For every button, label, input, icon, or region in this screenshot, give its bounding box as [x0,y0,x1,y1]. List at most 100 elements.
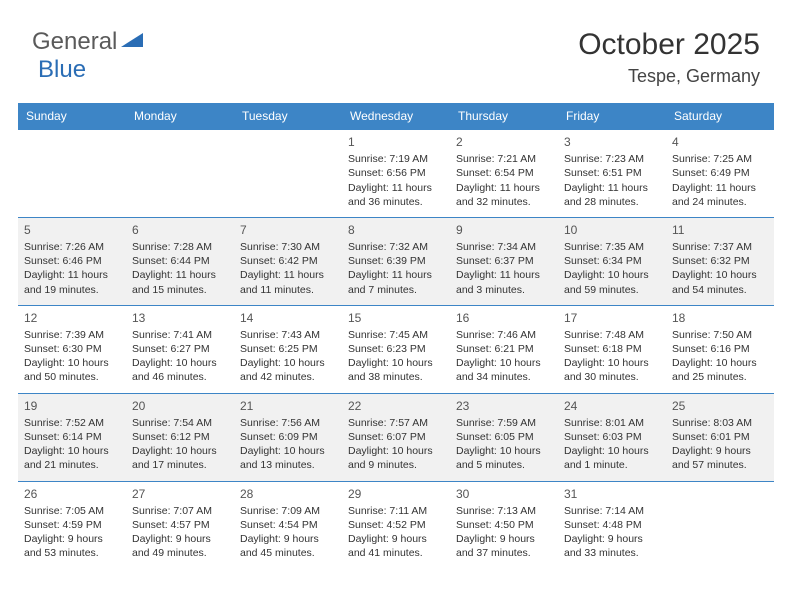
sunrise-text: Sunrise: 7:50 AM [672,328,768,342]
sunrise-text: Sunrise: 7:34 AM [456,240,552,254]
day-number: 11 [672,222,768,238]
day-number: 19 [24,398,120,414]
day-number: 22 [348,398,444,414]
calendar-cell: 15Sunrise: 7:45 AMSunset: 6:23 PMDayligh… [342,305,450,393]
sunset-text: Sunset: 6:07 PM [348,430,444,444]
sunrise-text: Sunrise: 7:54 AM [132,416,228,430]
calendar-row: 1Sunrise: 7:19 AMSunset: 6:56 PMDaylight… [18,130,774,218]
day-number: 12 [24,310,120,326]
daylight-text: Daylight: 11 hours and 19 minutes. [24,268,120,296]
calendar-cell: 30Sunrise: 7:13 AMSunset: 4:50 PMDayligh… [450,481,558,568]
sunset-text: Sunset: 6:09 PM [240,430,336,444]
daylight-text: Daylight: 10 hours and 54 minutes. [672,268,768,296]
sunrise-text: Sunrise: 7:30 AM [240,240,336,254]
sunset-text: Sunset: 6:01 PM [672,430,768,444]
daylight-text: Daylight: 9 hours and 33 minutes. [564,532,660,560]
calendar-cell: 6Sunrise: 7:28 AMSunset: 6:44 PMDaylight… [126,217,234,305]
logo-text-general: General [32,28,117,56]
sunrise-text: Sunrise: 7:52 AM [24,416,120,430]
calendar-cell: 2Sunrise: 7:21 AMSunset: 6:54 PMDaylight… [450,130,558,218]
sunrise-text: Sunrise: 8:03 AM [672,416,768,430]
daylight-text: Daylight: 10 hours and 13 minutes. [240,444,336,472]
calendar-cell: 7Sunrise: 7:30 AMSunset: 6:42 PMDaylight… [234,217,342,305]
sunset-text: Sunset: 6:21 PM [456,342,552,356]
sunrise-text: Sunrise: 7:07 AM [132,504,228,518]
calendar-cell [18,130,126,218]
sunrise-text: Sunrise: 7:21 AM [456,152,552,166]
calendar-cell: 11Sunrise: 7:37 AMSunset: 6:32 PMDayligh… [666,217,774,305]
dayhead-thu: Thursday [450,103,558,130]
header: General October 2025 Tespe, Germany [0,0,792,95]
day-number: 29 [348,486,444,502]
sunset-text: Sunset: 6:23 PM [348,342,444,356]
daylight-text: Daylight: 10 hours and 34 minutes. [456,356,552,384]
sunrise-text: Sunrise: 7:59 AM [456,416,552,430]
location: Tespe, Germany [578,66,760,87]
sunrise-text: Sunrise: 7:11 AM [348,504,444,518]
calendar-cell: 31Sunrise: 7:14 AMSunset: 4:48 PMDayligh… [558,481,666,568]
day-number: 24 [564,398,660,414]
day-number: 10 [564,222,660,238]
daylight-text: Daylight: 9 hours and 45 minutes. [240,532,336,560]
day-number: 1 [348,134,444,150]
sunset-text: Sunset: 6:51 PM [564,166,660,180]
sunset-text: Sunset: 6:56 PM [348,166,444,180]
sunset-text: Sunset: 6:34 PM [564,254,660,268]
logo-text-blue: Blue [38,56,86,84]
calendar-cell: 5 Sunrise: 7:26 AMSunset: 6:46 PMDaylight… [18,217,126,305]
calendar-cell: 17Sunrise: 7:48 AMSunset: 6:18 PMDayligh… [558,305,666,393]
calendar-cell: 28Sunrise: 7:09 AMSunset: 4:54 PMDayligh… [234,481,342,568]
sunrise-text: Sunrise: 7:25 AM [672,152,768,166]
day-number: 25 [672,398,768,414]
calendar-cell [234,130,342,218]
day-number: 20 [132,398,228,414]
sunrise-text: Sunrise: 7:26 AM [24,240,120,254]
dayhead-tue: Tuesday [234,103,342,130]
daylight-text: Daylight: 10 hours and 42 minutes. [240,356,336,384]
calendar-cell [666,481,774,568]
daylight-text: Daylight: 10 hours and 9 minutes. [348,444,444,472]
sunset-text: Sunset: 4:57 PM [132,518,228,532]
calendar-cell: 25Sunrise: 8:03 AMSunset: 6:01 PMDayligh… [666,393,774,481]
calendar-row: 19Sunrise: 7:52 AMSunset: 6:14 PMDayligh… [18,393,774,481]
daylight-text: Daylight: 9 hours and 37 minutes. [456,532,552,560]
daylight-text: Daylight: 10 hours and 1 minute. [564,444,660,472]
sunset-text: Sunset: 6:44 PM [132,254,228,268]
day-number: 7 [240,222,336,238]
calendar-cell: 26Sunrise: 7:05 AMSunset: 4:59 PMDayligh… [18,481,126,568]
sunrise-text: Sunrise: 7:14 AM [564,504,660,518]
sunrise-text: Sunrise: 7:13 AM [456,504,552,518]
daylight-text: Daylight: 9 hours and 41 minutes. [348,532,444,560]
daylight-text: Daylight: 11 hours and 15 minutes. [132,268,228,296]
dayhead-wed: Wednesday [342,103,450,130]
sunset-text: Sunset: 6:05 PM [456,430,552,444]
sunset-text: Sunset: 6:42 PM [240,254,336,268]
sunset-text: Sunset: 6:46 PM [24,254,120,268]
sunset-text: Sunset: 6:37 PM [456,254,552,268]
sunrise-text: Sunrise: 7:05 AM [24,504,120,518]
day-number: 28 [240,486,336,502]
day-number: 18 [672,310,768,326]
daylight-text: Daylight: 11 hours and 28 minutes. [564,181,660,209]
month-title: October 2025 [578,28,760,62]
day-number: 5 [24,222,120,238]
daylight-text: Daylight: 11 hours and 7 minutes. [348,268,444,296]
calendar-cell: 27Sunrise: 7:07 AMSunset: 4:57 PMDayligh… [126,481,234,568]
daylight-text: Daylight: 10 hours and 50 minutes. [24,356,120,384]
day-number: 31 [564,486,660,502]
calendar-cell: 10Sunrise: 7:35 AMSunset: 6:34 PMDayligh… [558,217,666,305]
day-header-row: Sunday Monday Tuesday Wednesday Thursday… [18,103,774,130]
sunset-text: Sunset: 6:54 PM [456,166,552,180]
calendar-cell: 29 Sunrise: 7:11 AMSunset: 4:52 PMDayligh… [342,481,450,568]
day-number: 3 [564,134,660,150]
dayhead-fri: Friday [558,103,666,130]
sunrise-text: Sunrise: 7:41 AM [132,328,228,342]
sunset-text: Sunset: 6:16 PM [672,342,768,356]
sunset-text: Sunset: 4:52 PM [348,518,444,532]
daylight-text: Daylight: 10 hours and 46 minutes. [132,356,228,384]
sunset-text: Sunset: 6:49 PM [672,166,768,180]
day-number: 4 [672,134,768,150]
calendar-row: 26Sunrise: 7:05 AMSunset: 4:59 PMDayligh… [18,481,774,568]
sunrise-text: Sunrise: 7:45 AM [348,328,444,342]
sunset-text: Sunset: 6:03 PM [564,430,660,444]
